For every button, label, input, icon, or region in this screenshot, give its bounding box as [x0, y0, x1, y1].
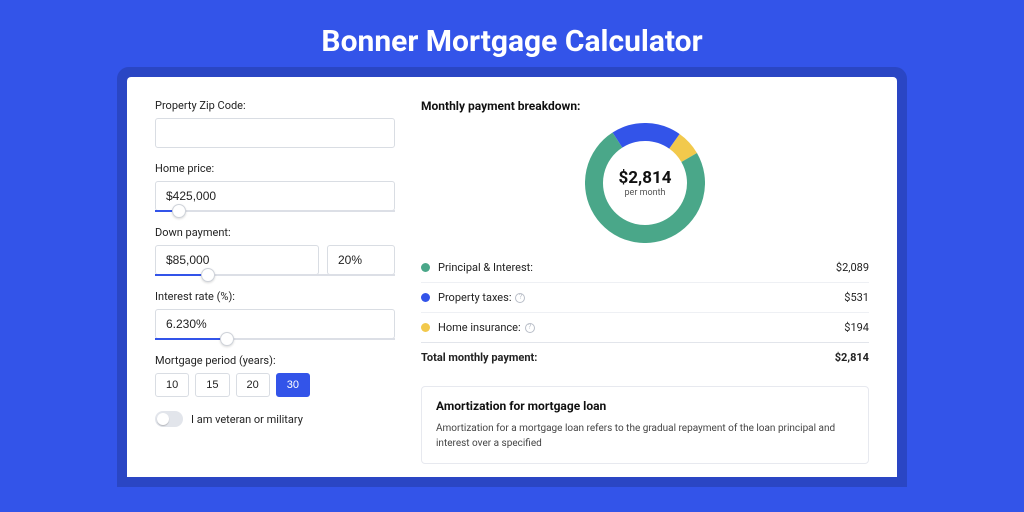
legend-label: Property taxes:? — [438, 291, 844, 304]
form-panel: Property Zip Code: Home price: Down paym… — [155, 99, 395, 477]
amortization-text: Amortization for a mortgage loan refers … — [436, 421, 854, 451]
period-option-30[interactable]: 30 — [276, 373, 310, 397]
legend-label: Home insurance:? — [438, 321, 844, 334]
legend-row: Property taxes:?$531 — [421, 282, 869, 312]
slider-thumb[interactable] — [201, 268, 215, 282]
home-price-label: Home price: — [155, 162, 395, 175]
period-label: Mortgage period (years): — [155, 354, 395, 367]
amortization-box: Amortization for mortgage loan Amortizat… — [421, 386, 869, 464]
donut-sub: per month — [619, 188, 672, 198]
donut-center: $2,814 per month — [619, 168, 672, 198]
home-price-group: Home price: — [155, 162, 395, 212]
breakdown-panel: Monthly payment breakdown: $2,814 per mo… — [421, 99, 869, 477]
page-title: Bonner Mortgage Calculator — [0, 0, 1024, 77]
legend-dot — [421, 263, 430, 272]
down-payment-label: Down payment: — [155, 226, 395, 239]
period-option-15[interactable]: 15 — [195, 373, 229, 397]
interest-rate-label: Interest rate (%): — [155, 290, 395, 303]
amortization-title: Amortization for mortgage loan — [436, 399, 854, 413]
legend-row: Principal & Interest:$2,089 — [421, 253, 869, 282]
slider-thumb[interactable] — [220, 332, 234, 346]
down-payment-group: Down payment: — [155, 226, 395, 276]
down-payment-percent-input[interactable] — [327, 245, 395, 275]
donut-amount: $2,814 — [619, 168, 672, 188]
legend-dot — [421, 323, 430, 332]
legend-value: $2,089 — [836, 261, 869, 274]
legend-label: Principal & Interest: — [438, 261, 836, 274]
breakdown-title: Monthly payment breakdown: — [421, 99, 869, 113]
interest-rate-group: Interest rate (%): — [155, 290, 395, 340]
zip-group: Property Zip Code: — [155, 99, 395, 148]
legend: Principal & Interest:$2,089Property taxe… — [421, 253, 869, 372]
legend-total-row: Total monthly payment:$2,814 — [421, 342, 869, 372]
veteran-row: I am veteran or military — [155, 411, 395, 427]
period-options: 1015 2030 — [155, 373, 395, 397]
period-option-10[interactable]: 10 — [155, 373, 189, 397]
legend-dot — [421, 293, 430, 302]
zip-input[interactable] — [155, 118, 395, 148]
interest-rate-input[interactable] — [155, 309, 395, 339]
zip-label: Property Zip Code: — [155, 99, 395, 112]
interest-rate-slider[interactable] — [155, 338, 395, 340]
home-price-slider[interactable] — [155, 210, 395, 212]
donut-segment — [674, 141, 689, 157]
period-option-20[interactable]: 20 — [236, 373, 270, 397]
slider-thumb[interactable] — [172, 204, 186, 218]
legend-row: Home insurance:?$194 — [421, 312, 869, 342]
veteran-toggle[interactable] — [155, 411, 183, 427]
info-icon[interactable]: ? — [525, 323, 535, 333]
legend-total-value: $2,814 — [835, 351, 869, 364]
calculator-card: Property Zip Code: Home price: Down paym… — [127, 77, 897, 477]
period-group: Mortgage period (years): 1015 2030 — [155, 354, 395, 397]
down-payment-slider[interactable] — [155, 274, 395, 276]
legend-value: $194 — [844, 321, 869, 334]
down-payment-amount-input[interactable] — [155, 245, 319, 275]
home-price-input[interactable] — [155, 181, 395, 211]
donut-chart: $2,814 per month — [585, 123, 705, 243]
donut-chart-wrap: $2,814 per month — [421, 123, 869, 243]
donut-segment — [617, 132, 674, 141]
legend-total-label: Total monthly payment: — [421, 351, 835, 364]
legend-value: $531 — [844, 291, 869, 304]
veteran-label: I am veteran or military — [191, 413, 303, 426]
info-icon[interactable]: ? — [515, 293, 525, 303]
